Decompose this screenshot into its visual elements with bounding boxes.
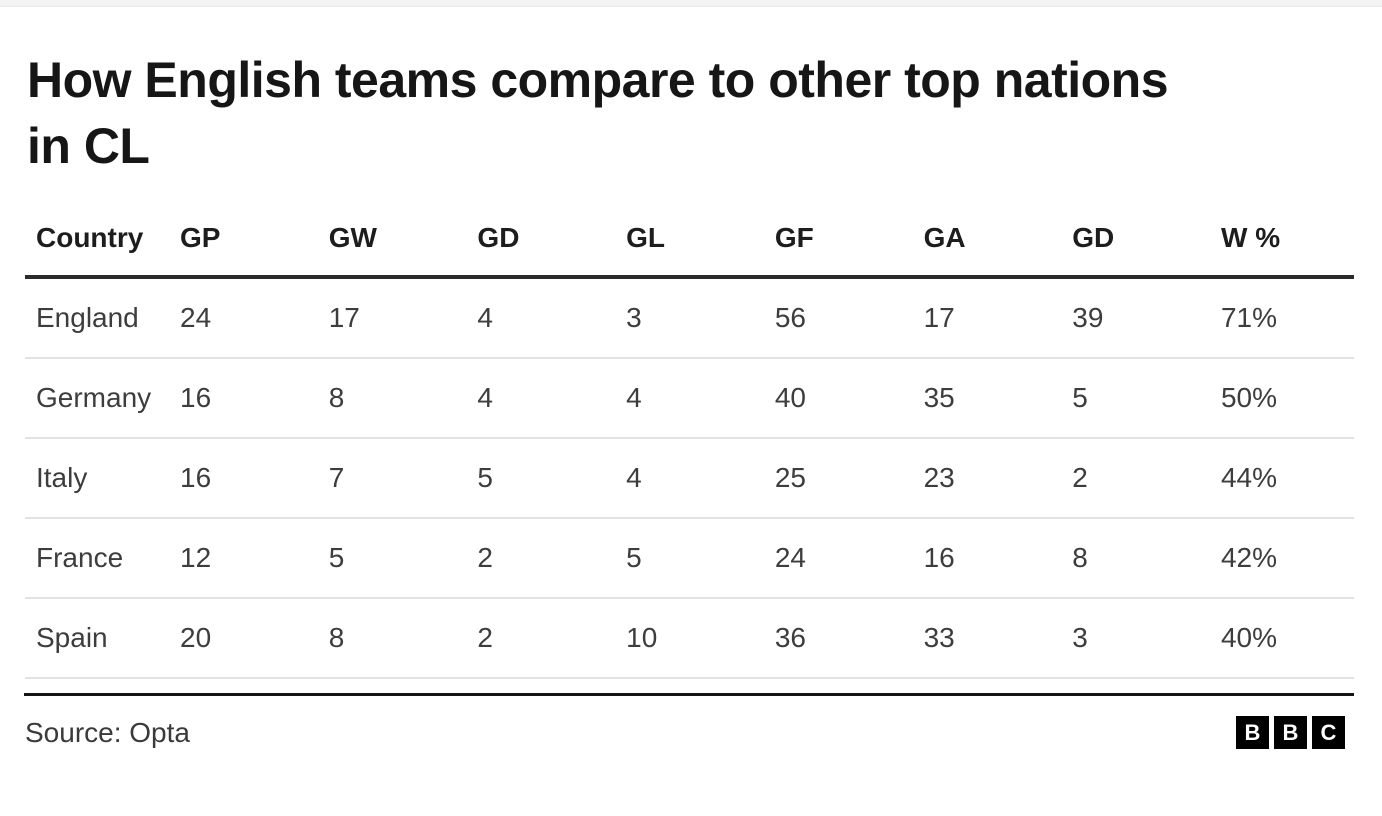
bbc-logo: B B C xyxy=(1236,716,1345,749)
table-cell: 16 xyxy=(180,462,212,493)
table-cell: 39 xyxy=(1072,302,1104,333)
column-header-gl: GL xyxy=(626,222,666,253)
column-header-gd2: GD xyxy=(1072,222,1115,253)
table-cell: 50% xyxy=(1220,382,1278,413)
column-header-gf: GF xyxy=(774,222,814,253)
column-header-gd: GD xyxy=(477,222,520,253)
table-cell: 20 xyxy=(180,622,212,653)
table-cell: 4 xyxy=(477,302,493,333)
table-cell: 8 xyxy=(328,622,345,653)
table-cell: 36 xyxy=(774,622,806,653)
table-cell: 2 xyxy=(477,622,493,653)
table-cell: 71% xyxy=(1220,302,1278,333)
table-cell: 5 xyxy=(626,542,642,573)
table-cell: 56 xyxy=(774,302,806,333)
page-title-line-1: How English teams compare to other top n… xyxy=(27,52,1169,108)
bbc-logo-letter-c: C xyxy=(1312,716,1345,749)
bbc-logo-letter-b1: B xyxy=(1236,716,1269,749)
table-cell-country: Spain xyxy=(36,622,108,653)
table-cell: 5 xyxy=(328,542,345,573)
table-row-germany: Germany 16 8 4 4 40 35 5 50% xyxy=(25,359,1354,439)
table-cell: 4 xyxy=(477,382,493,413)
table-cell: 42% xyxy=(1220,542,1278,573)
table-cell: 8 xyxy=(1072,542,1088,573)
table-header-row: Country GP GW GD GL GF GA GD W % xyxy=(25,201,1354,279)
footer: Source: Opta B B C xyxy=(25,716,1355,749)
table-row-italy: Italy 16 7 5 4 25 23 2 44% xyxy=(25,439,1354,519)
table-cell: 16 xyxy=(180,382,212,413)
table-cell-country: Italy xyxy=(36,462,88,493)
table-cell: 17 xyxy=(328,302,360,333)
table-cell: 24 xyxy=(774,542,806,573)
table-cell: 35 xyxy=(923,382,955,413)
bbc-logo-letter-b2: B xyxy=(1274,716,1307,749)
footer-divider xyxy=(24,693,1354,696)
table-row-france: France 12 5 2 5 24 16 8 42% xyxy=(25,519,1354,599)
table-cell: 5 xyxy=(1072,382,1088,413)
table-cell: 24 xyxy=(180,302,212,333)
table-cell: 4 xyxy=(626,462,642,493)
page-title: How English teams compare to other top n… xyxy=(27,47,1355,179)
table-cell: 8 xyxy=(328,382,345,413)
table-cell: 2 xyxy=(1072,462,1088,493)
table-cell: 5 xyxy=(477,462,493,493)
top-divider-strip xyxy=(0,0,1382,7)
table-cell: 40% xyxy=(1220,622,1278,653)
table-cell: 12 xyxy=(180,542,212,573)
table-cell: 44% xyxy=(1220,462,1278,493)
table-cell: 23 xyxy=(923,462,955,493)
table-row-spain: Spain 20 8 2 10 36 33 3 40% xyxy=(25,599,1354,679)
column-header-winpct: W % xyxy=(1220,222,1281,253)
column-header-ga: GA xyxy=(923,222,966,253)
table-cell-country: France xyxy=(36,542,124,573)
column-header-country: Country xyxy=(36,222,144,253)
table-cell: 7 xyxy=(328,462,345,493)
table-cell: 3 xyxy=(626,302,642,333)
table-row-england: England 24 17 4 3 56 17 39 71% xyxy=(25,279,1354,359)
table-cell: 3 xyxy=(1072,622,1088,653)
table-cell-country: England xyxy=(36,302,139,333)
column-header-gw: GW xyxy=(328,222,377,253)
table-cell: 10 xyxy=(626,622,658,653)
table-cell: 2 xyxy=(477,542,493,573)
page-title-line-2: in CL xyxy=(27,118,150,174)
table-cell: 17 xyxy=(923,302,955,333)
stats-table: Country GP GW GD GL GF GA GD W % England… xyxy=(25,201,1354,679)
table-cell: 33 xyxy=(923,622,955,653)
table-cell: 40 xyxy=(774,382,806,413)
source-attribution: Source: Opta xyxy=(25,716,190,748)
table-cell: 25 xyxy=(774,462,806,493)
table-cell-country: Germany xyxy=(36,382,152,413)
table-cell: 16 xyxy=(923,542,955,573)
column-header-gp: GP xyxy=(180,222,221,253)
table-cell: 4 xyxy=(626,382,642,413)
